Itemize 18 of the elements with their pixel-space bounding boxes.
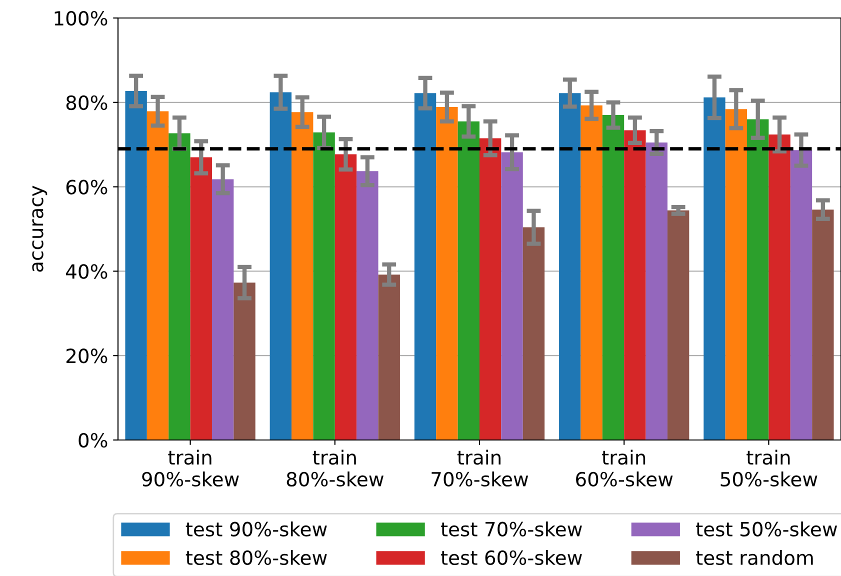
y-tick-label: 100% xyxy=(54,10,108,26)
y-tick-label: 0% xyxy=(78,432,108,448)
x-tick-label: train 70%-skew xyxy=(432,450,528,487)
x-tick-label: train 90%-skew xyxy=(142,450,239,487)
x-tick-label: train 80%-skew xyxy=(286,450,384,487)
y-tick-label: 20% xyxy=(66,348,108,364)
legend-label: test random xyxy=(696,550,813,566)
y-axis-title: accuracy xyxy=(32,186,48,272)
y-tick-label: 80% xyxy=(66,95,108,110)
y-tick-label: 40% xyxy=(66,264,108,279)
legend-label: test 90%-skew xyxy=(186,521,327,537)
x-tick-label: train 60%-skew xyxy=(576,450,673,487)
x-tick-label: train 50%-skew xyxy=(720,450,818,487)
legend-label: test 80%-skew xyxy=(186,550,327,566)
legend-label: test 60%-skew xyxy=(440,550,582,566)
legend-label: test 70%-skew xyxy=(440,521,582,537)
y-tick-label: 60% xyxy=(66,180,108,194)
legend-label: test 50%-skew xyxy=(696,521,838,537)
